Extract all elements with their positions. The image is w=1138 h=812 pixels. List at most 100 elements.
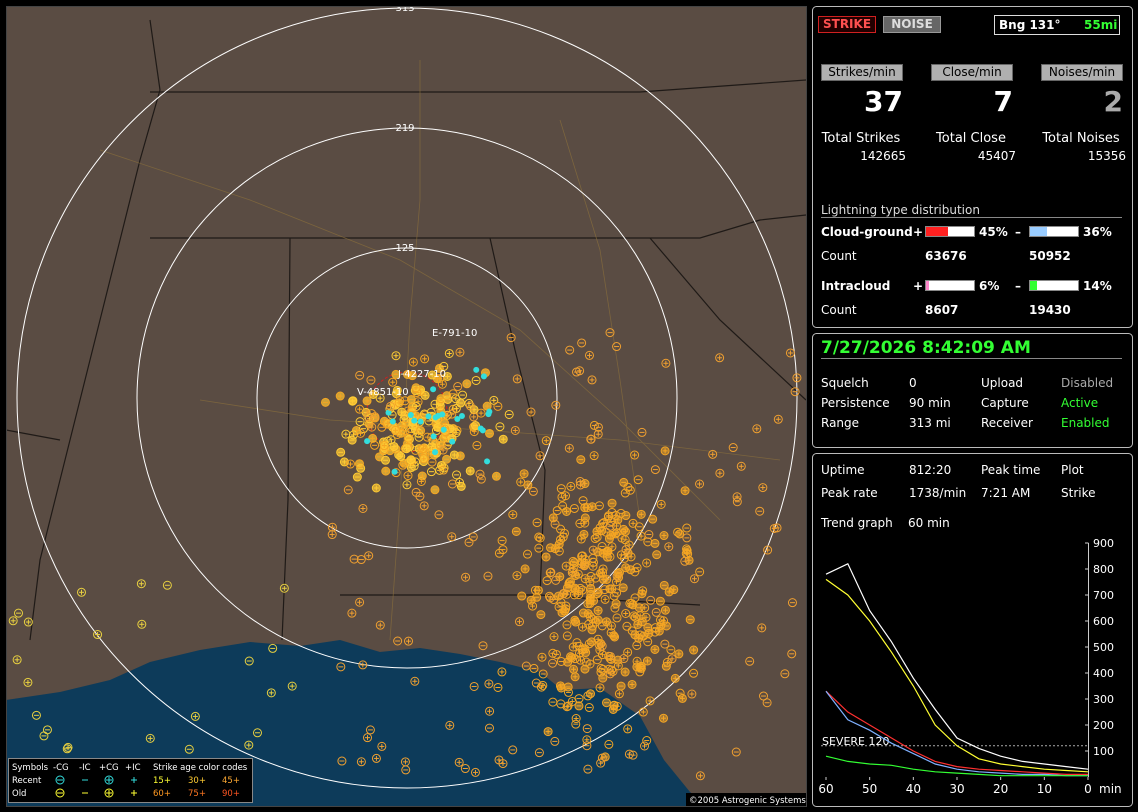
legend-old-symbols	[55, 788, 137, 798]
strike-symbol	[579, 561, 589, 571]
strike-symbol	[567, 568, 577, 578]
strike-symbol	[564, 443, 574, 453]
strike-recent	[391, 468, 398, 475]
strike-symbol	[584, 703, 594, 713]
strike-symbol	[469, 681, 479, 691]
strike-symbol	[554, 546, 564, 556]
strike-symbol	[356, 757, 366, 767]
strike-symbol	[526, 407, 536, 417]
strike-symbol	[582, 741, 592, 751]
strike-symbol	[571, 719, 581, 729]
strike-symbol	[469, 412, 479, 422]
strike-symbol	[638, 707, 648, 717]
legend-title: Symbols	[12, 763, 49, 773]
strike-symbol	[787, 649, 797, 659]
total-label: Total Strikes	[821, 131, 901, 146]
strike-symbol	[508, 745, 518, 755]
status-field: Capture	[981, 396, 1029, 410]
trend-line	[825, 578, 1089, 773]
strike-symbol	[664, 542, 674, 552]
strike-symbol	[427, 457, 437, 467]
strike-symbol	[439, 361, 449, 371]
strike-symbol	[363, 733, 373, 743]
strike-symbol	[622, 621, 632, 631]
minus-sign: –	[1015, 279, 1021, 293]
strike-symbol	[244, 656, 254, 666]
strike-symbol	[184, 744, 194, 754]
rate-button[interactable]: Noises/min	[1041, 64, 1123, 81]
strike-symbol	[757, 623, 767, 633]
type-label: Cloud-ground	[821, 225, 913, 239]
strike-symbol	[355, 370, 365, 380]
strike-symbol	[550, 519, 560, 529]
strike-symbol	[589, 420, 599, 430]
strike-symbol	[400, 396, 410, 406]
strike-symbol	[528, 486, 538, 496]
strike-symbol	[551, 575, 561, 585]
strike-symbol	[630, 612, 640, 622]
strike-symbol	[489, 395, 499, 405]
x-tick-label: 60	[818, 782, 833, 796]
rate-button[interactable]: Close/min	[931, 64, 1013, 81]
strike-recent	[473, 366, 480, 373]
strike-recent	[477, 425, 484, 432]
strike-symbol	[597, 542, 607, 552]
strike-symbol	[773, 414, 783, 424]
legend-age: 60+	[153, 789, 171, 799]
strike-symbol	[370, 412, 380, 422]
status-field: 0	[909, 376, 917, 390]
uptime-field: Plot	[1061, 463, 1084, 477]
strike-symbol	[731, 747, 741, 757]
strike-symbol	[606, 628, 616, 638]
percent-bar-track	[1029, 226, 1079, 237]
rate-value: 2	[1103, 85, 1123, 118]
strike-symbol	[612, 528, 622, 538]
strike-symbol	[366, 375, 376, 385]
strike-symbol	[556, 484, 566, 494]
strike-symbol	[434, 510, 444, 520]
strike-symbol	[375, 620, 385, 630]
strike-symbol	[752, 424, 762, 434]
strike-symbol	[650, 465, 660, 475]
legend: Symbols -CG -IC +CG +IC Strike age color…	[8, 758, 253, 803]
strike-symbol	[687, 689, 697, 699]
trend-value: 60 min	[908, 516, 950, 530]
legend-column: +CG	[99, 763, 119, 773]
strike-symbol	[574, 590, 584, 600]
strike-symbol	[137, 619, 147, 629]
strike-symbol	[244, 740, 254, 750]
strike-symbol	[604, 739, 614, 749]
strike-symbol	[585, 577, 595, 587]
strike-symbol	[63, 742, 73, 752]
strike-symbol	[790, 387, 800, 397]
strike-symbol	[577, 338, 587, 348]
strike-symbol	[605, 651, 615, 661]
strike-symbol	[628, 750, 638, 760]
strike-symbol	[508, 510, 518, 520]
strike-symbol	[578, 496, 588, 506]
strike-symbol	[523, 549, 533, 559]
strike-symbol	[608, 666, 618, 676]
noise-button[interactable]: NOISE	[883, 16, 941, 33]
strike-symbol	[438, 445, 448, 455]
strike-symbol	[583, 691, 593, 701]
strike-button[interactable]: STRIKE	[818, 16, 876, 33]
strike-symbol	[365, 725, 375, 735]
strike-symbol	[408, 357, 418, 367]
status-field: Range	[821, 416, 860, 430]
strike-symbol	[550, 736, 560, 746]
strike-symbol	[598, 564, 608, 574]
strike-symbol	[521, 661, 531, 671]
legend-recent-symbols	[55, 775, 137, 785]
strike-symbol	[498, 545, 508, 555]
strike-symbol	[575, 476, 585, 486]
strike-symbol	[516, 477, 526, 487]
strike-symbol	[695, 567, 705, 577]
strike-symbol	[612, 571, 622, 581]
rate-button[interactable]: Strikes/min	[821, 64, 903, 81]
trend-line	[825, 690, 1088, 776]
percent-bar	[1030, 281, 1037, 290]
strike-symbol	[583, 764, 593, 774]
uptime-field: 1738/min	[909, 486, 967, 500]
strike-symbol	[76, 587, 86, 597]
